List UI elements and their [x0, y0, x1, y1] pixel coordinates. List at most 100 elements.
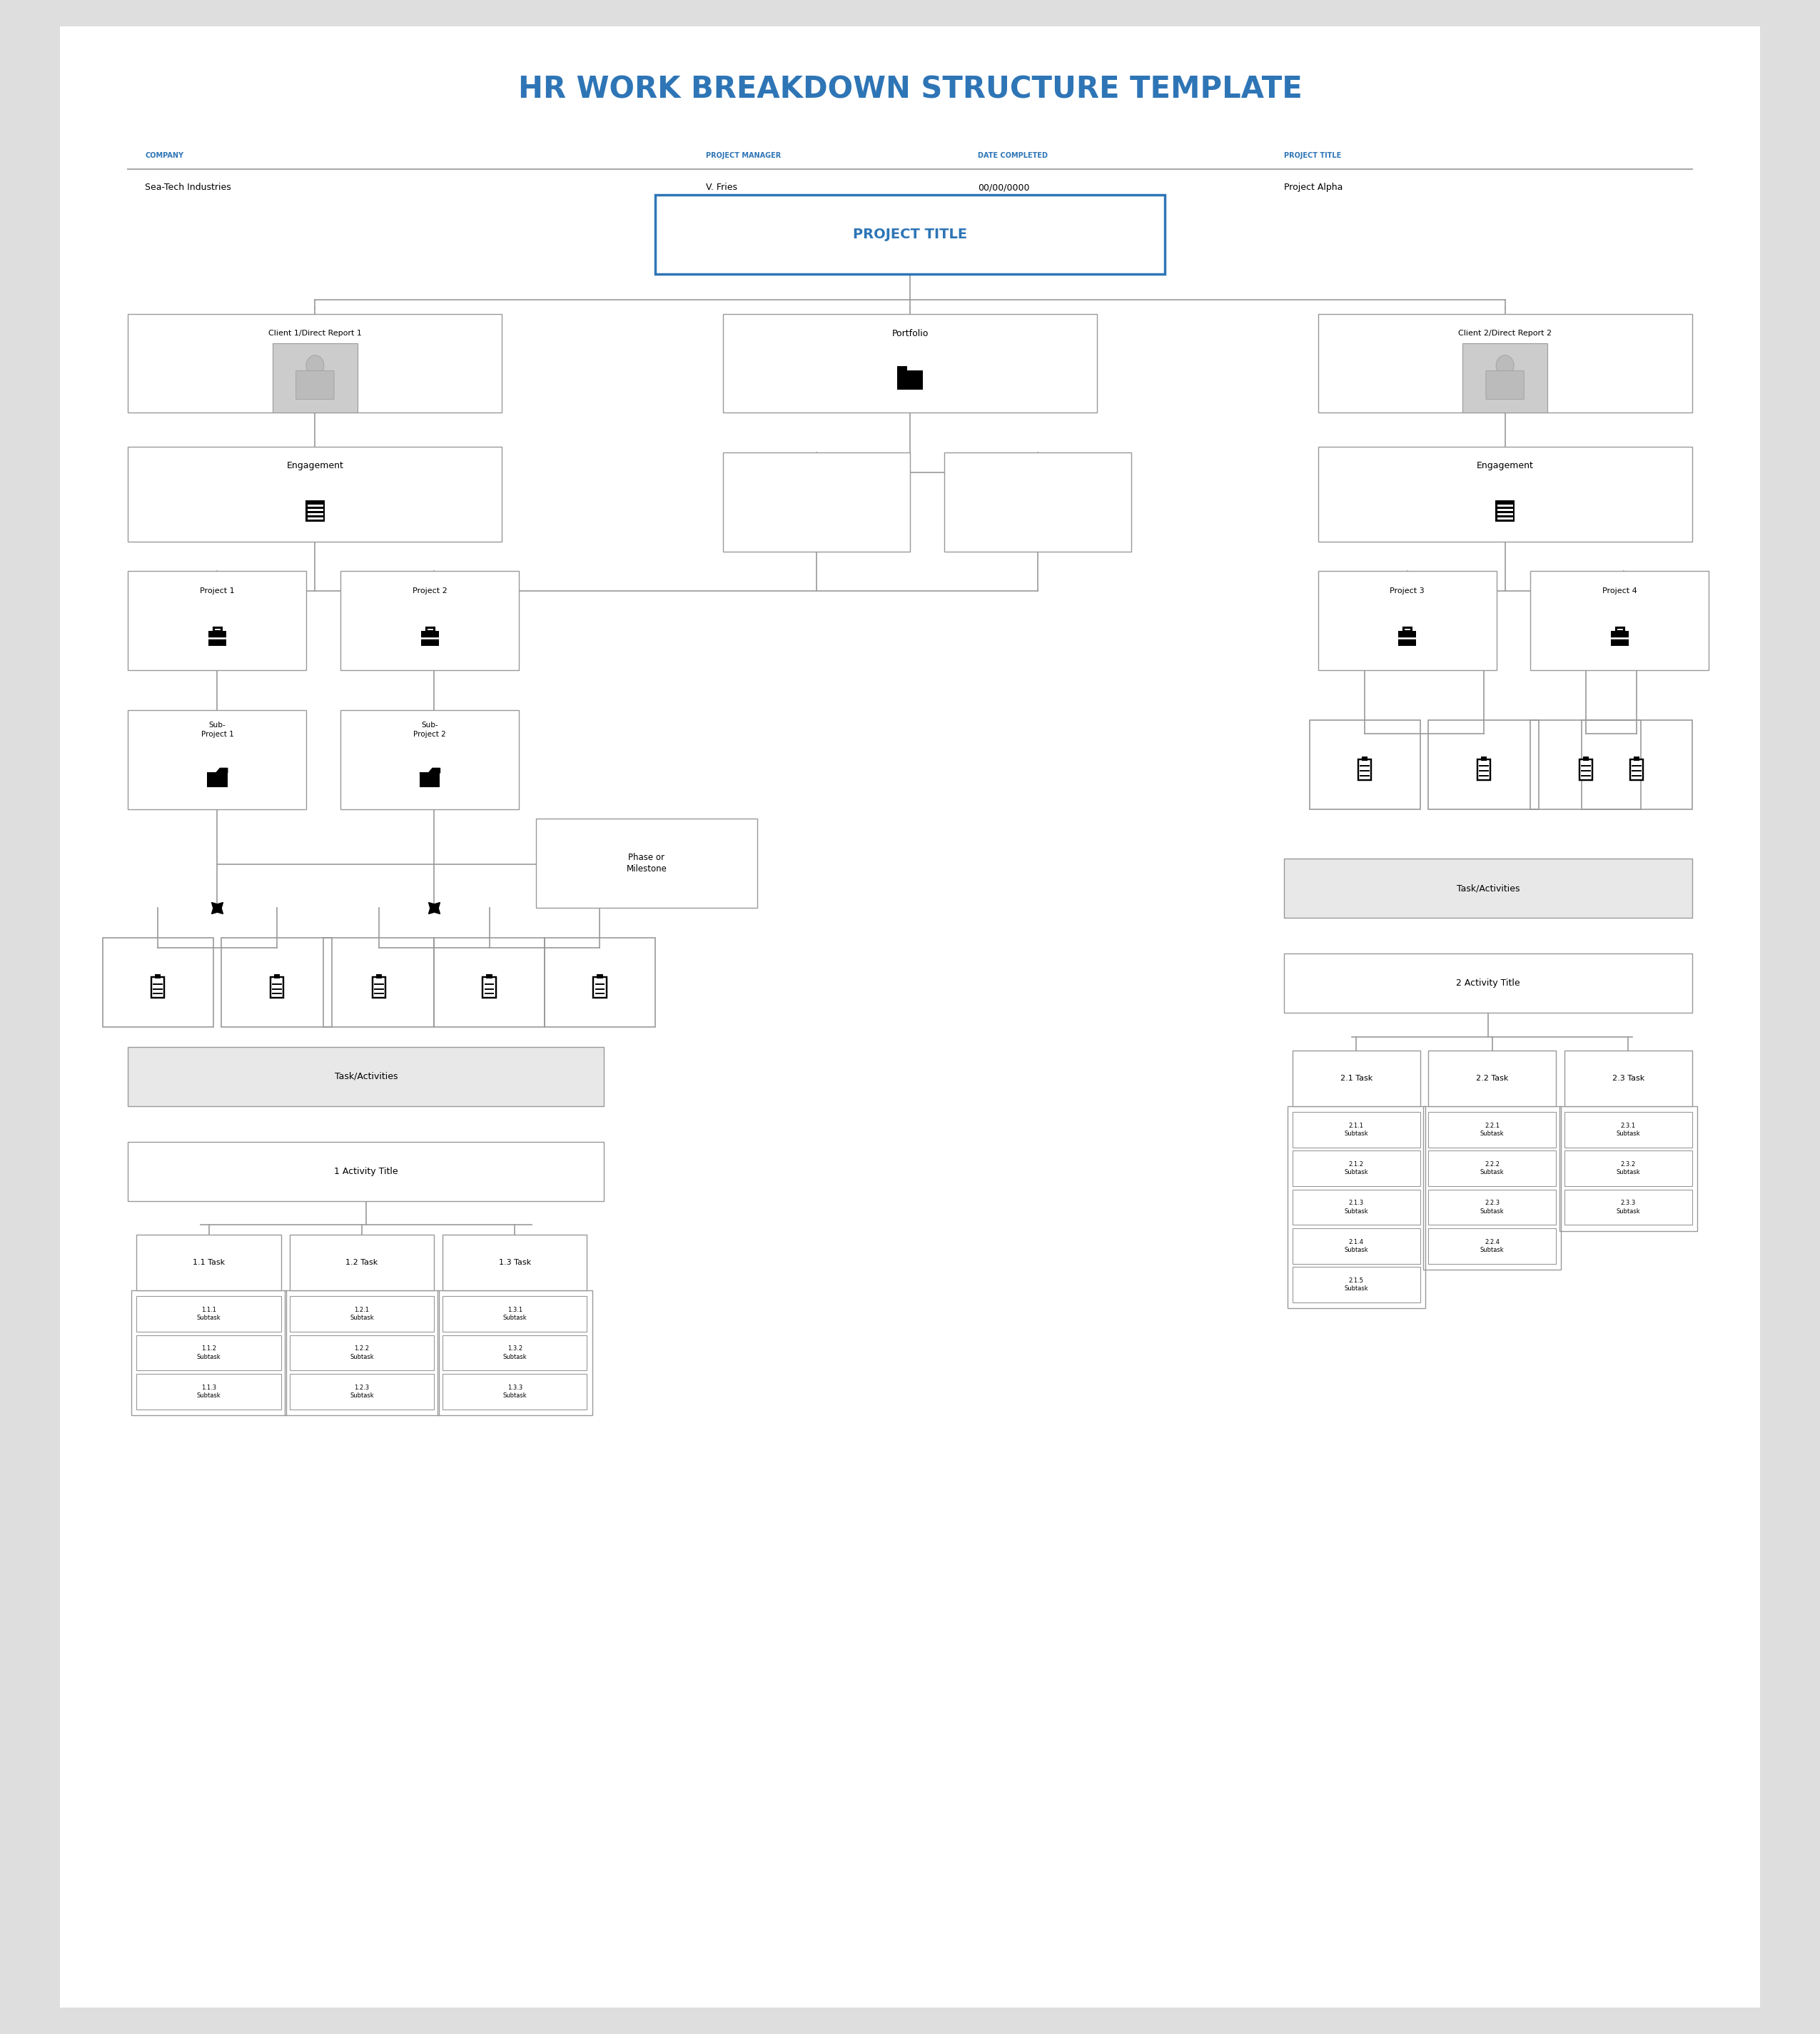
FancyBboxPatch shape: [1361, 757, 1367, 761]
FancyBboxPatch shape: [1583, 757, 1589, 761]
Text: DATE COMPLETED: DATE COMPLETED: [977, 153, 1048, 159]
FancyBboxPatch shape: [597, 974, 602, 978]
FancyBboxPatch shape: [420, 631, 439, 645]
Text: 1.3 Task: 1.3 Task: [499, 1259, 531, 1267]
FancyBboxPatch shape: [136, 1296, 280, 1332]
FancyBboxPatch shape: [340, 710, 519, 810]
Text: 1.1.2
Subtask: 1.1.2 Subtask: [197, 1347, 220, 1361]
Text: 2 Activity Title: 2 Activity Title: [1456, 978, 1520, 989]
FancyBboxPatch shape: [127, 710, 306, 810]
Text: 1.2 Task: 1.2 Task: [346, 1259, 379, 1267]
Text: 1 Activity Title: 1 Activity Title: [335, 1168, 399, 1176]
FancyBboxPatch shape: [1429, 1052, 1556, 1106]
FancyBboxPatch shape: [1429, 1229, 1556, 1263]
Text: 2.2.3
Subtask: 2.2.3 Subtask: [1480, 1200, 1503, 1214]
Polygon shape: [420, 769, 440, 773]
Text: 2.3.1
Subtask: 2.3.1 Subtask: [1616, 1123, 1640, 1137]
FancyBboxPatch shape: [155, 974, 160, 978]
FancyBboxPatch shape: [1565, 1190, 1693, 1224]
FancyBboxPatch shape: [723, 452, 910, 551]
FancyBboxPatch shape: [373, 976, 386, 999]
Text: Project 4: Project 4: [1602, 588, 1638, 594]
Text: 2.2 Task: 2.2 Task: [1476, 1074, 1509, 1082]
FancyBboxPatch shape: [1283, 858, 1693, 917]
FancyBboxPatch shape: [1565, 1151, 1693, 1186]
FancyBboxPatch shape: [442, 1373, 588, 1410]
Text: Engagement: Engagement: [1476, 462, 1534, 470]
Text: Project 2: Project 2: [413, 588, 448, 594]
Text: 2.2.1
Subtask: 2.2.1 Subtask: [1480, 1123, 1503, 1137]
FancyBboxPatch shape: [1292, 1229, 1420, 1263]
FancyBboxPatch shape: [151, 976, 164, 999]
Text: COMPANY: COMPANY: [146, 153, 184, 159]
FancyBboxPatch shape: [269, 976, 284, 999]
Text: 1.2.3
Subtask: 1.2.3 Subtask: [349, 1385, 373, 1399]
Text: 00/00/0000: 00/00/0000: [977, 183, 1030, 193]
Text: V. Fries: V. Fries: [706, 183, 737, 193]
Text: 2.1 Task: 2.1 Task: [1340, 1074, 1372, 1082]
Text: 2.1.3
Subtask: 2.1.3 Subtask: [1345, 1200, 1369, 1214]
FancyBboxPatch shape: [1531, 572, 1709, 671]
FancyBboxPatch shape: [289, 1235, 433, 1290]
Text: Phase or
Milestone: Phase or Milestone: [626, 852, 666, 875]
Text: Sub-
Project 2: Sub- Project 2: [413, 722, 446, 738]
Text: Sea-Tech Industries: Sea-Tech Industries: [146, 183, 231, 193]
FancyBboxPatch shape: [1463, 344, 1547, 413]
Text: Client 2/Direct Report 2: Client 2/Direct Report 2: [1458, 330, 1552, 338]
FancyBboxPatch shape: [1634, 757, 1640, 761]
FancyBboxPatch shape: [375, 974, 382, 978]
FancyBboxPatch shape: [1580, 759, 1592, 779]
Text: 2.3 Task: 2.3 Task: [1613, 1074, 1643, 1082]
FancyBboxPatch shape: [442, 1334, 588, 1371]
FancyBboxPatch shape: [442, 1235, 588, 1290]
FancyBboxPatch shape: [486, 974, 491, 978]
FancyBboxPatch shape: [897, 366, 908, 370]
FancyBboxPatch shape: [127, 1048, 604, 1106]
FancyBboxPatch shape: [306, 500, 324, 523]
Text: 2.1.4
Subtask: 2.1.4 Subtask: [1345, 1239, 1369, 1253]
FancyBboxPatch shape: [1429, 1113, 1556, 1147]
FancyBboxPatch shape: [289, 1296, 433, 1332]
FancyBboxPatch shape: [655, 195, 1165, 275]
Text: PROJECT TITLE: PROJECT TITLE: [854, 228, 966, 242]
FancyBboxPatch shape: [127, 1141, 604, 1202]
FancyBboxPatch shape: [136, 1235, 280, 1290]
Text: 2.2.4
Subtask: 2.2.4 Subtask: [1480, 1239, 1503, 1253]
FancyBboxPatch shape: [593, 976, 606, 999]
Text: 1.2.1
Subtask: 1.2.1 Subtask: [349, 1308, 373, 1322]
FancyBboxPatch shape: [289, 1334, 433, 1371]
FancyBboxPatch shape: [1318, 445, 1693, 541]
Text: Project 1: Project 1: [200, 588, 235, 594]
FancyBboxPatch shape: [207, 631, 226, 645]
Text: 1.1.3
Subtask: 1.1.3 Subtask: [197, 1385, 220, 1399]
FancyBboxPatch shape: [273, 344, 357, 413]
FancyBboxPatch shape: [127, 445, 502, 541]
FancyBboxPatch shape: [340, 572, 519, 671]
FancyBboxPatch shape: [289, 1373, 433, 1410]
Text: 2.3.3
Subtask: 2.3.3 Subtask: [1616, 1200, 1640, 1214]
FancyBboxPatch shape: [1429, 1151, 1556, 1186]
FancyBboxPatch shape: [537, 820, 757, 907]
Text: 1.2.2
Subtask: 1.2.2 Subtask: [349, 1347, 373, 1361]
FancyBboxPatch shape: [1429, 1190, 1556, 1224]
FancyBboxPatch shape: [136, 1373, 280, 1410]
FancyBboxPatch shape: [1565, 1113, 1693, 1147]
Text: Sub-
Project 1: Sub- Project 1: [200, 722, 233, 738]
Text: Engagement: Engagement: [286, 462, 344, 470]
FancyBboxPatch shape: [1318, 313, 1693, 413]
FancyBboxPatch shape: [897, 370, 923, 391]
FancyBboxPatch shape: [273, 974, 280, 978]
FancyBboxPatch shape: [1481, 757, 1487, 761]
Text: Task/Activities: Task/Activities: [1456, 883, 1520, 893]
FancyBboxPatch shape: [1292, 1190, 1420, 1224]
FancyBboxPatch shape: [297, 370, 335, 399]
FancyBboxPatch shape: [442, 1296, 588, 1332]
Text: 2.1.2
Subtask: 2.1.2 Subtask: [1345, 1161, 1369, 1176]
FancyBboxPatch shape: [136, 1334, 280, 1371]
Text: 1.3.1
Subtask: 1.3.1 Subtask: [502, 1308, 526, 1322]
Circle shape: [306, 356, 324, 376]
FancyBboxPatch shape: [1611, 631, 1629, 645]
FancyBboxPatch shape: [1292, 1151, 1420, 1186]
FancyBboxPatch shape: [1292, 1113, 1420, 1147]
FancyBboxPatch shape: [1358, 759, 1370, 779]
